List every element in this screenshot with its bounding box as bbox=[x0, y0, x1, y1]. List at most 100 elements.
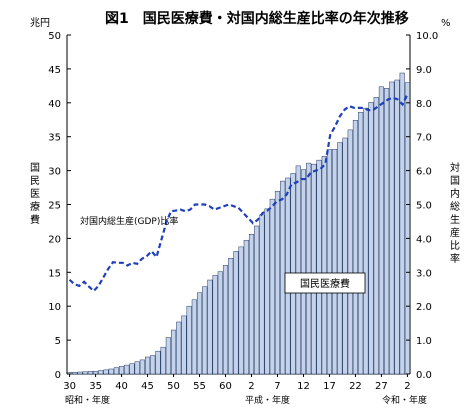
x-tick-label: 50 bbox=[167, 381, 180, 392]
bar-H21 bbox=[347, 129, 353, 375]
bar-H11 bbox=[295, 165, 301, 375]
bar-H6 bbox=[269, 198, 275, 375]
right-axis-label: 対国内総生産比率 bbox=[450, 161, 460, 265]
bar-H8 bbox=[280, 180, 286, 375]
bar-S35 bbox=[93, 370, 99, 375]
bar-S40 bbox=[119, 366, 125, 375]
bar-H23 bbox=[358, 112, 364, 375]
left-tick-label: 25 bbox=[48, 201, 61, 212]
right-tick-label: 7.0 bbox=[416, 133, 432, 144]
left-tick-label: 15 bbox=[48, 268, 61, 279]
bar-S59 bbox=[217, 271, 223, 375]
right-tick-label: 5.0 bbox=[416, 201, 432, 212]
bar-H14 bbox=[311, 163, 317, 375]
left-tick-label: 30 bbox=[48, 167, 61, 178]
bar-S38 bbox=[108, 368, 114, 375]
bar-S37 bbox=[103, 369, 109, 375]
bar-H24 bbox=[363, 107, 369, 375]
right-tick-label: 10.0 bbox=[416, 31, 438, 42]
era-label-showa: 昭和・年度 bbox=[65, 394, 110, 406]
bar-S49 bbox=[165, 337, 171, 375]
bar-S51 bbox=[176, 321, 182, 375]
left-tick-label: 20 bbox=[48, 234, 61, 245]
bar-S56 bbox=[202, 286, 208, 375]
bar-H26 bbox=[373, 97, 379, 375]
bar-H2 bbox=[248, 234, 255, 375]
bar-S39 bbox=[113, 367, 119, 375]
bar-S62 bbox=[233, 251, 239, 375]
bar-H7 bbox=[274, 190, 281, 375]
bar-S63 bbox=[238, 246, 244, 375]
right-tick-label: 0.0 bbox=[416, 370, 432, 381]
left-unit-label: 兆円 bbox=[30, 17, 50, 29]
bar-S31 bbox=[72, 371, 78, 375]
gdp-ratio-line bbox=[68, 93, 409, 293]
x-tick-label: 2 bbox=[404, 381, 410, 392]
right-tick-label: 3.0 bbox=[416, 268, 432, 279]
bar-S41 bbox=[124, 364, 130, 375]
bar-series-label-box bbox=[284, 272, 366, 294]
bar-S58 bbox=[212, 275, 218, 375]
x-tick-label: 22 bbox=[349, 381, 362, 392]
bar-H19 bbox=[337, 142, 343, 375]
bar-R2 bbox=[404, 82, 410, 375]
bar-S32 bbox=[77, 371, 83, 375]
left-tick-label: 35 bbox=[48, 133, 61, 144]
line-series-label: 対国内総生産(GDP)比率 bbox=[80, 215, 178, 227]
x-tick-label: 30 bbox=[63, 381, 76, 392]
right-tick-label: 4.0 bbox=[416, 234, 432, 245]
left-tick-label: 40 bbox=[48, 99, 61, 110]
bar-H5 bbox=[264, 208, 270, 375]
era-label-reiwa: 令和・年度 bbox=[382, 394, 427, 406]
bar-S47 bbox=[155, 350, 161, 375]
bar-S53 bbox=[186, 305, 192, 375]
right-tick-label: 9.0 bbox=[416, 65, 432, 76]
left-tick-label: 50 bbox=[48, 31, 61, 42]
left-tick-label: 10 bbox=[48, 302, 61, 313]
chart-title: 図1 国民医療費・対国内総生産比率の年次推移 bbox=[105, 10, 409, 27]
x-tick-label: 27 bbox=[375, 381, 388, 392]
bar-S36 bbox=[98, 370, 104, 375]
bar-H16 bbox=[321, 156, 327, 375]
bar-S50 bbox=[170, 329, 177, 375]
bar-S54 bbox=[191, 299, 197, 375]
x-tick-label: 40 bbox=[115, 381, 128, 392]
x-tick-label: 12 bbox=[297, 381, 310, 392]
bar-S34 bbox=[87, 371, 93, 375]
bar-series-label: 国民医療費 bbox=[300, 277, 350, 290]
era-label-heisei: 平成・年度 bbox=[245, 394, 290, 406]
bar-H15 bbox=[316, 159, 322, 375]
bar-H22 bbox=[352, 120, 358, 375]
x-tick-label: 2 bbox=[248, 381, 254, 392]
bar-S55 bbox=[196, 292, 203, 375]
bar-S52 bbox=[181, 315, 187, 375]
left-axis-label: 国民医療費 bbox=[30, 162, 40, 226]
x-tick-label: 17 bbox=[323, 381, 336, 392]
bar-S48 bbox=[160, 346, 166, 375]
x-tick-label: 35 bbox=[89, 381, 102, 392]
left-tick-label: 45 bbox=[48, 65, 61, 76]
right-tick-label: 6.0 bbox=[416, 167, 432, 178]
bar-H25 bbox=[368, 102, 374, 375]
bar-S44 bbox=[139, 359, 145, 375]
right-tick-label: 1.0 bbox=[416, 336, 432, 347]
x-tick-label: 45 bbox=[141, 381, 154, 392]
bar-H1 bbox=[243, 239, 249, 375]
bar-R1 bbox=[399, 72, 405, 375]
bar-H20 bbox=[342, 137, 348, 375]
bar-H18 bbox=[332, 149, 338, 375]
bar-S45 bbox=[145, 356, 151, 375]
bar-S43 bbox=[134, 361, 140, 375]
x-tick-label: 7 bbox=[274, 381, 280, 392]
bar-S42 bbox=[129, 363, 135, 375]
bar-S60 bbox=[222, 265, 229, 375]
bar-S61 bbox=[228, 258, 234, 375]
right-tick-label: 8.0 bbox=[416, 99, 432, 110]
bar-H12 bbox=[300, 169, 307, 375]
left-tick-label: 5 bbox=[55, 336, 61, 347]
bar-H30 bbox=[394, 79, 400, 375]
x-tick-label: 55 bbox=[193, 381, 206, 392]
bar-S57 bbox=[207, 279, 213, 375]
bar-H3 bbox=[254, 225, 260, 375]
